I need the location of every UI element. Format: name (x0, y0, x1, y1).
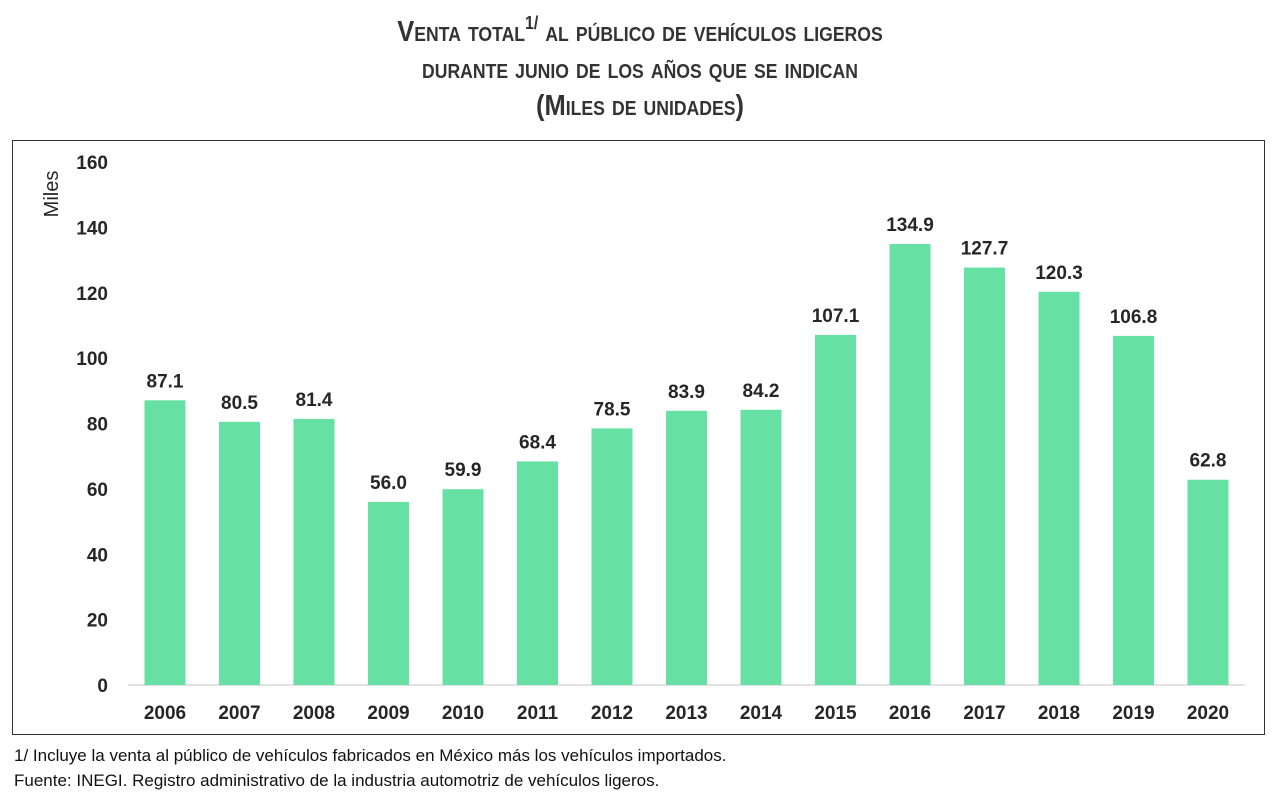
y-axis-label: Miles (41, 171, 63, 218)
data-label: 134.9 (886, 215, 934, 236)
bar (964, 267, 1005, 685)
x-tick-label: 2006 (144, 703, 186, 724)
x-tick-label: 2013 (665, 703, 707, 724)
chart-title: Venta total1/ al público de vehículos li… (77, 14, 1203, 125)
title-footnote-ref: 1/ (525, 13, 539, 33)
bar (889, 244, 931, 685)
data-label: 106.8 (1110, 307, 1158, 328)
bar (1113, 335, 1154, 685)
bar (815, 334, 856, 685)
data-label: 83.9 (668, 382, 705, 403)
data-label: 78.5 (594, 399, 631, 420)
data-label: 56.0 (370, 473, 407, 494)
y-tick-label: 160 (76, 153, 108, 174)
data-label: 80.5 (221, 393, 258, 414)
title-line-1: Venta total1/ al público de vehículos li… (77, 14, 1203, 51)
bar (1187, 479, 1229, 685)
x-tick-label: 2018 (1038, 703, 1080, 724)
data-label: 87.1 (147, 371, 184, 392)
y-tick-label: 140 (76, 218, 108, 239)
x-tick-label: 2009 (367, 703, 409, 724)
x-tick-label: 2014 (740, 703, 783, 724)
bar (144, 400, 186, 685)
bar (1038, 291, 1080, 685)
x-tick-label: 2016 (889, 703, 931, 724)
title-text: al público de vehículos ligeros (538, 16, 883, 48)
x-tick-label: 2011 (517, 703, 559, 724)
y-tick-label: 0 (97, 676, 108, 697)
x-tick-label: 2017 (963, 703, 1005, 724)
x-tick-label: 2020 (1187, 703, 1229, 724)
bar (368, 501, 409, 685)
x-tick-label: 2008 (293, 703, 335, 724)
bar (591, 428, 633, 685)
data-label: 127.7 (961, 239, 1009, 260)
title-line-3: (Miles de unidades) (536, 90, 744, 122)
x-tick-label: 2007 (218, 703, 260, 724)
data-label: 107.1 (812, 306, 860, 327)
y-tick-label: 100 (76, 349, 108, 370)
chart-frame (12, 140, 1265, 735)
data-label: 120.3 (1035, 263, 1083, 284)
title-line-2: durante junio de los años que se indican (422, 53, 858, 85)
y-tick-label: 40 (87, 545, 108, 566)
bar (293, 418, 335, 685)
footnote: 1/ Incluye la venta al público de vehícu… (14, 746, 727, 765)
bar (219, 421, 260, 685)
data-label: 59.9 (445, 460, 482, 481)
data-label: 84.2 (743, 381, 780, 402)
x-tick-label: 2010 (442, 703, 484, 724)
y-tick-label: 80 (87, 415, 108, 436)
bar (442, 489, 484, 685)
x-tick-label: 2019 (1112, 703, 1154, 724)
y-tick-label: 120 (76, 284, 108, 305)
data-label: 68.4 (519, 432, 556, 453)
y-tick-label: 60 (87, 480, 108, 501)
source-note: Fuente: INEGI. Registro administrativo d… (14, 771, 660, 790)
bar (517, 461, 558, 685)
x-tick-label: 2012 (591, 703, 633, 724)
bar (666, 410, 707, 685)
bar (740, 409, 782, 685)
data-label: 62.8 (1190, 451, 1227, 472)
title-text: Venta total (397, 16, 526, 48)
x-tick-label: 2015 (814, 703, 857, 724)
data-label: 81.4 (296, 390, 333, 411)
y-tick-label: 20 (87, 611, 108, 632)
